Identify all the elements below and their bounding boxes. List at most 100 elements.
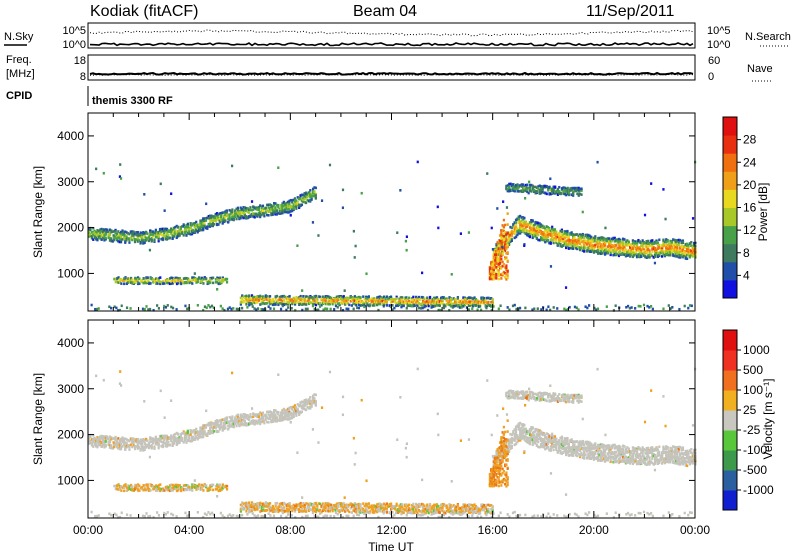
velocity-echo-cell <box>210 431 213 434</box>
power-echo-cell <box>598 236 601 240</box>
power-echo-cell <box>362 302 365 306</box>
power-echo-cell <box>612 250 615 254</box>
power-echo-cell <box>294 301 297 304</box>
power-echo-cell <box>555 189 558 193</box>
power-echo-cell <box>679 238 682 242</box>
power-echo-cell <box>195 281 198 284</box>
velocity-echo-cell <box>175 439 178 443</box>
power-echo-cell <box>641 239 644 242</box>
power-echo-cell <box>680 245 683 248</box>
power-echo-cell <box>500 230 503 234</box>
power-echo-cell <box>168 229 171 233</box>
power-echo-cell <box>516 189 519 193</box>
power-echo-cell <box>337 302 340 306</box>
power-echo-cell <box>652 246 655 249</box>
power-echo-cell <box>596 248 600 252</box>
power-echo-cell <box>509 240 512 244</box>
power-echo-cell <box>103 232 106 236</box>
power-echo-cell <box>508 187 511 191</box>
power-echo-cell <box>498 256 502 260</box>
power-echo-cell <box>573 239 576 243</box>
power-echo-cell <box>268 207 272 210</box>
power-echo-cell <box>481 300 484 303</box>
velocity-echo-cell <box>192 429 195 432</box>
power-echo-cell <box>492 268 495 271</box>
power-echo-cell <box>477 305 480 308</box>
power-echo-cell <box>441 302 444 305</box>
velocity-echo-cell <box>117 446 120 450</box>
power-echo-cell <box>426 300 429 303</box>
power-echo-cell <box>171 282 174 285</box>
power-echo-cell <box>496 249 499 252</box>
velocity-echo-cell <box>243 423 246 427</box>
power-echo-cell <box>505 256 508 259</box>
power-echo-cell <box>556 243 559 246</box>
power-echo-cell <box>360 191 363 195</box>
power-echo-cell <box>204 218 208 222</box>
power-echo-cell <box>419 307 423 310</box>
power-echo-cell <box>338 302 341 306</box>
power-echo-cell <box>688 242 692 245</box>
velocity-echo-cell <box>206 423 209 427</box>
power-echo-cell <box>476 299 479 302</box>
power-echo-cell <box>644 244 647 248</box>
power-echo-cell <box>163 227 166 231</box>
power-echo-cell <box>460 303 464 307</box>
velocity-echo-cell <box>121 444 124 448</box>
power-echo-cell <box>514 225 518 229</box>
power-echo-cell <box>453 298 457 301</box>
velocity-echo-cell <box>100 434 103 438</box>
power-echo-cell <box>157 307 161 310</box>
power-echo-cell <box>517 185 521 189</box>
power-echo-cell <box>472 304 475 308</box>
power-echo-cell <box>519 232 522 235</box>
power-echo-cell <box>480 300 483 304</box>
power-echo-cell <box>513 303 516 307</box>
power-echo-cell <box>139 235 142 239</box>
power-echo-cell <box>580 244 583 248</box>
power-echo-cell <box>577 245 580 249</box>
power-echo-cell <box>167 233 170 237</box>
power-echo-cell <box>243 295 247 298</box>
velocity-echo-cell <box>217 430 220 433</box>
power-echo-cell <box>654 255 657 258</box>
power-echo-cell <box>215 222 219 226</box>
power-echo-cell <box>509 237 512 241</box>
power-echo-cell <box>252 295 255 299</box>
power-echo-cell <box>665 249 668 252</box>
power-echo-cell <box>259 204 262 207</box>
power-echo-cell <box>658 246 661 250</box>
power-echo-cell <box>522 186 525 190</box>
power-echo-cell <box>356 296 359 299</box>
power-echo-cell <box>282 209 285 212</box>
power-echo-cell <box>224 277 227 281</box>
velocity-echo-cell <box>161 436 164 440</box>
power-echo-cell <box>613 247 616 250</box>
power-echo-cell <box>294 297 297 301</box>
power-echo-cell <box>430 300 433 304</box>
velocity-echo-cell <box>257 415 260 419</box>
power-echo-cell <box>336 305 339 309</box>
power-echo-cell <box>578 237 582 240</box>
velocity-echo-cell <box>97 440 100 444</box>
power-echo-cell <box>580 187 583 191</box>
velocity-echo-cell <box>133 447 137 451</box>
power-echo-cell <box>383 303 386 306</box>
power-echo-cell <box>463 300 466 303</box>
velocity-echo-cell <box>125 443 128 446</box>
power-echo-cell <box>94 232 98 236</box>
power-echo-cell <box>142 277 145 280</box>
power-echo-cell <box>324 307 327 310</box>
power-echo-cell <box>97 307 100 310</box>
velocity-echo-cell <box>118 443 121 447</box>
power-echo-cell <box>480 296 483 300</box>
power-echo-cell <box>493 263 497 267</box>
power-echo-cell <box>665 246 668 250</box>
power-echo-cell <box>569 233 572 236</box>
power-echo-cell <box>395 297 398 300</box>
power-echo-cell <box>534 222 537 226</box>
power-echo-cell <box>524 223 527 227</box>
velocity-echo-cell <box>220 422 223 426</box>
power-echo-cell <box>491 267 494 270</box>
power-echo-cell <box>442 306 446 310</box>
